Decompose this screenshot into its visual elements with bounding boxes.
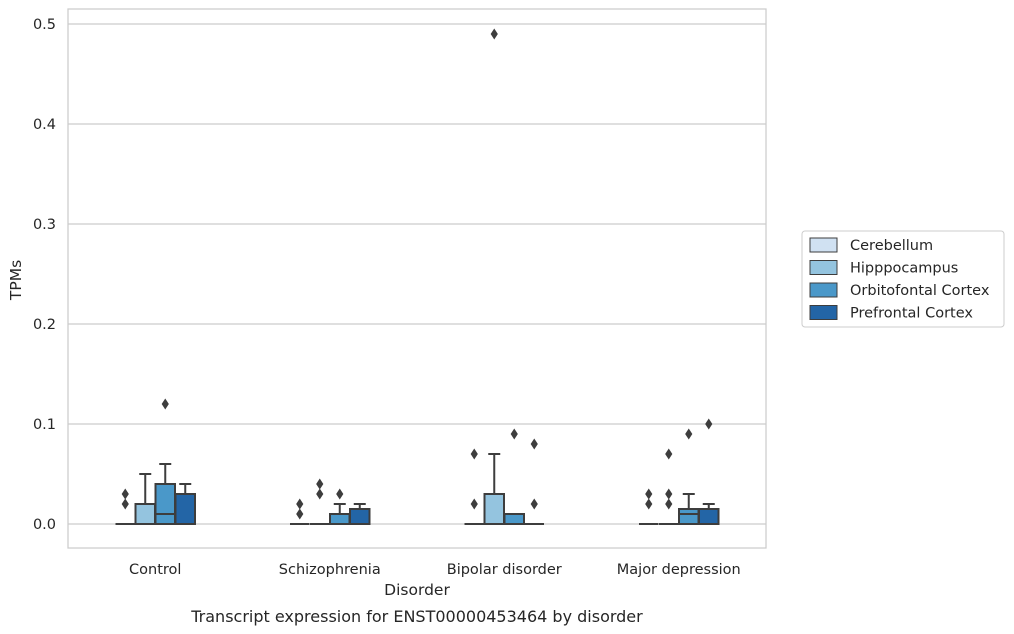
- box: [174, 493, 196, 525]
- legend: Cerebellum Hipppocampus Orbitofontal Corte…: [801, 230, 1005, 328]
- y-tick-label: 0.0: [33, 517, 56, 533]
- category-group: [115, 398, 196, 525]
- x-axis-ticks: Control Schizophrenia Bipolar disorder Majo…: [129, 562, 741, 578]
- outlier-point: [510, 428, 518, 440]
- legend-swatch: [809, 305, 838, 320]
- box-prefrontal-cortex: [698, 418, 720, 525]
- outlier-point: [705, 418, 713, 430]
- outlier-point: [530, 498, 538, 510]
- box: [154, 483, 176, 525]
- legend-frame: [801, 230, 1005, 328]
- outlier-point: [530, 438, 538, 450]
- box-prefrontal-cortex: [174, 483, 196, 525]
- category-group: [639, 418, 720, 525]
- box: [349, 508, 371, 525]
- x-tick-label: Major depression: [617, 562, 741, 578]
- box-groups: [115, 28, 720, 525]
- outlier-point: [645, 488, 653, 500]
- y-tick-label: 0.1: [33, 417, 56, 433]
- plot-frame: [67, 8, 767, 549]
- outlier-point: [336, 488, 344, 500]
- box-cerebellum: [290, 498, 310, 525]
- legend-swatch: [809, 282, 838, 298]
- box-orbitofontal-cortex: [503, 428, 525, 525]
- x-tick-label: Control: [129, 562, 181, 578]
- legend-swatch: [809, 237, 838, 253]
- legend-label: Hipppocampus: [850, 261, 958, 277]
- box-hipppocampus: [134, 473, 156, 525]
- legend-label: Prefrontal Cortex: [850, 306, 973, 322]
- outlier-point: [665, 498, 673, 510]
- outlier-point: [121, 498, 129, 510]
- box-prefrontal-cortex: [349, 503, 371, 525]
- box: [503, 513, 525, 525]
- box-hipppocampus: [483, 28, 505, 525]
- x-tick-label: Bipolar disorder: [447, 562, 562, 578]
- y-axis-label: TPMs: [7, 260, 25, 301]
- box-hipppocampus: [659, 448, 679, 525]
- outlier-point: [470, 448, 478, 460]
- outlier-point: [296, 508, 304, 520]
- box-prefrontal-cortex: [524, 438, 544, 525]
- y-tick-label: 0.2: [33, 317, 56, 333]
- box-cerebellum: [464, 448, 484, 525]
- legend-label: Cerebellum: [850, 238, 933, 254]
- outlier-point: [161, 398, 169, 410]
- outlier-point: [316, 488, 324, 500]
- box-orbitofontal-cortex: [154, 398, 176, 525]
- category-group: [290, 478, 371, 525]
- grid-lines: [68, 23, 766, 525]
- y-tick-label: 0.4: [33, 117, 56, 133]
- legend-label: Orbitofontal Cortex: [850, 283, 990, 299]
- outlier-point: [490, 28, 498, 40]
- outlier-point: [470, 498, 478, 510]
- box-cerebellum: [639, 488, 659, 525]
- outlier-point: [121, 488, 129, 500]
- box-hipppocampus: [310, 478, 330, 525]
- outlier-point: [296, 498, 304, 510]
- legend-swatch: [809, 260, 838, 275]
- outlier-point: [665, 488, 673, 500]
- box-orbitofontal-cortex: [329, 488, 351, 525]
- y-tick-label: 0.3: [33, 217, 56, 233]
- box: [329, 513, 351, 525]
- outlier-point: [316, 478, 324, 490]
- box-cerebellum: [115, 488, 135, 525]
- y-tick-label: 0.5: [33, 17, 56, 33]
- category-group: [464, 28, 544, 525]
- x-tick-label: Schizophrenia: [279, 562, 381, 578]
- outlier-point: [685, 428, 693, 440]
- box: [483, 493, 505, 525]
- box: [698, 508, 720, 525]
- y-axis-ticks: 0.0 0.1 0.2 0.3 0.4 0.5: [33, 17, 56, 533]
- box: [134, 503, 156, 525]
- box: [678, 508, 700, 525]
- chart-caption: Transcript expression for ENST0000045346…: [190, 607, 643, 626]
- outlier-point: [665, 448, 673, 460]
- box-orbitofontal-cortex: [678, 428, 700, 525]
- x-axis-label: Disorder: [384, 581, 450, 599]
- outlier-point: [645, 498, 653, 510]
